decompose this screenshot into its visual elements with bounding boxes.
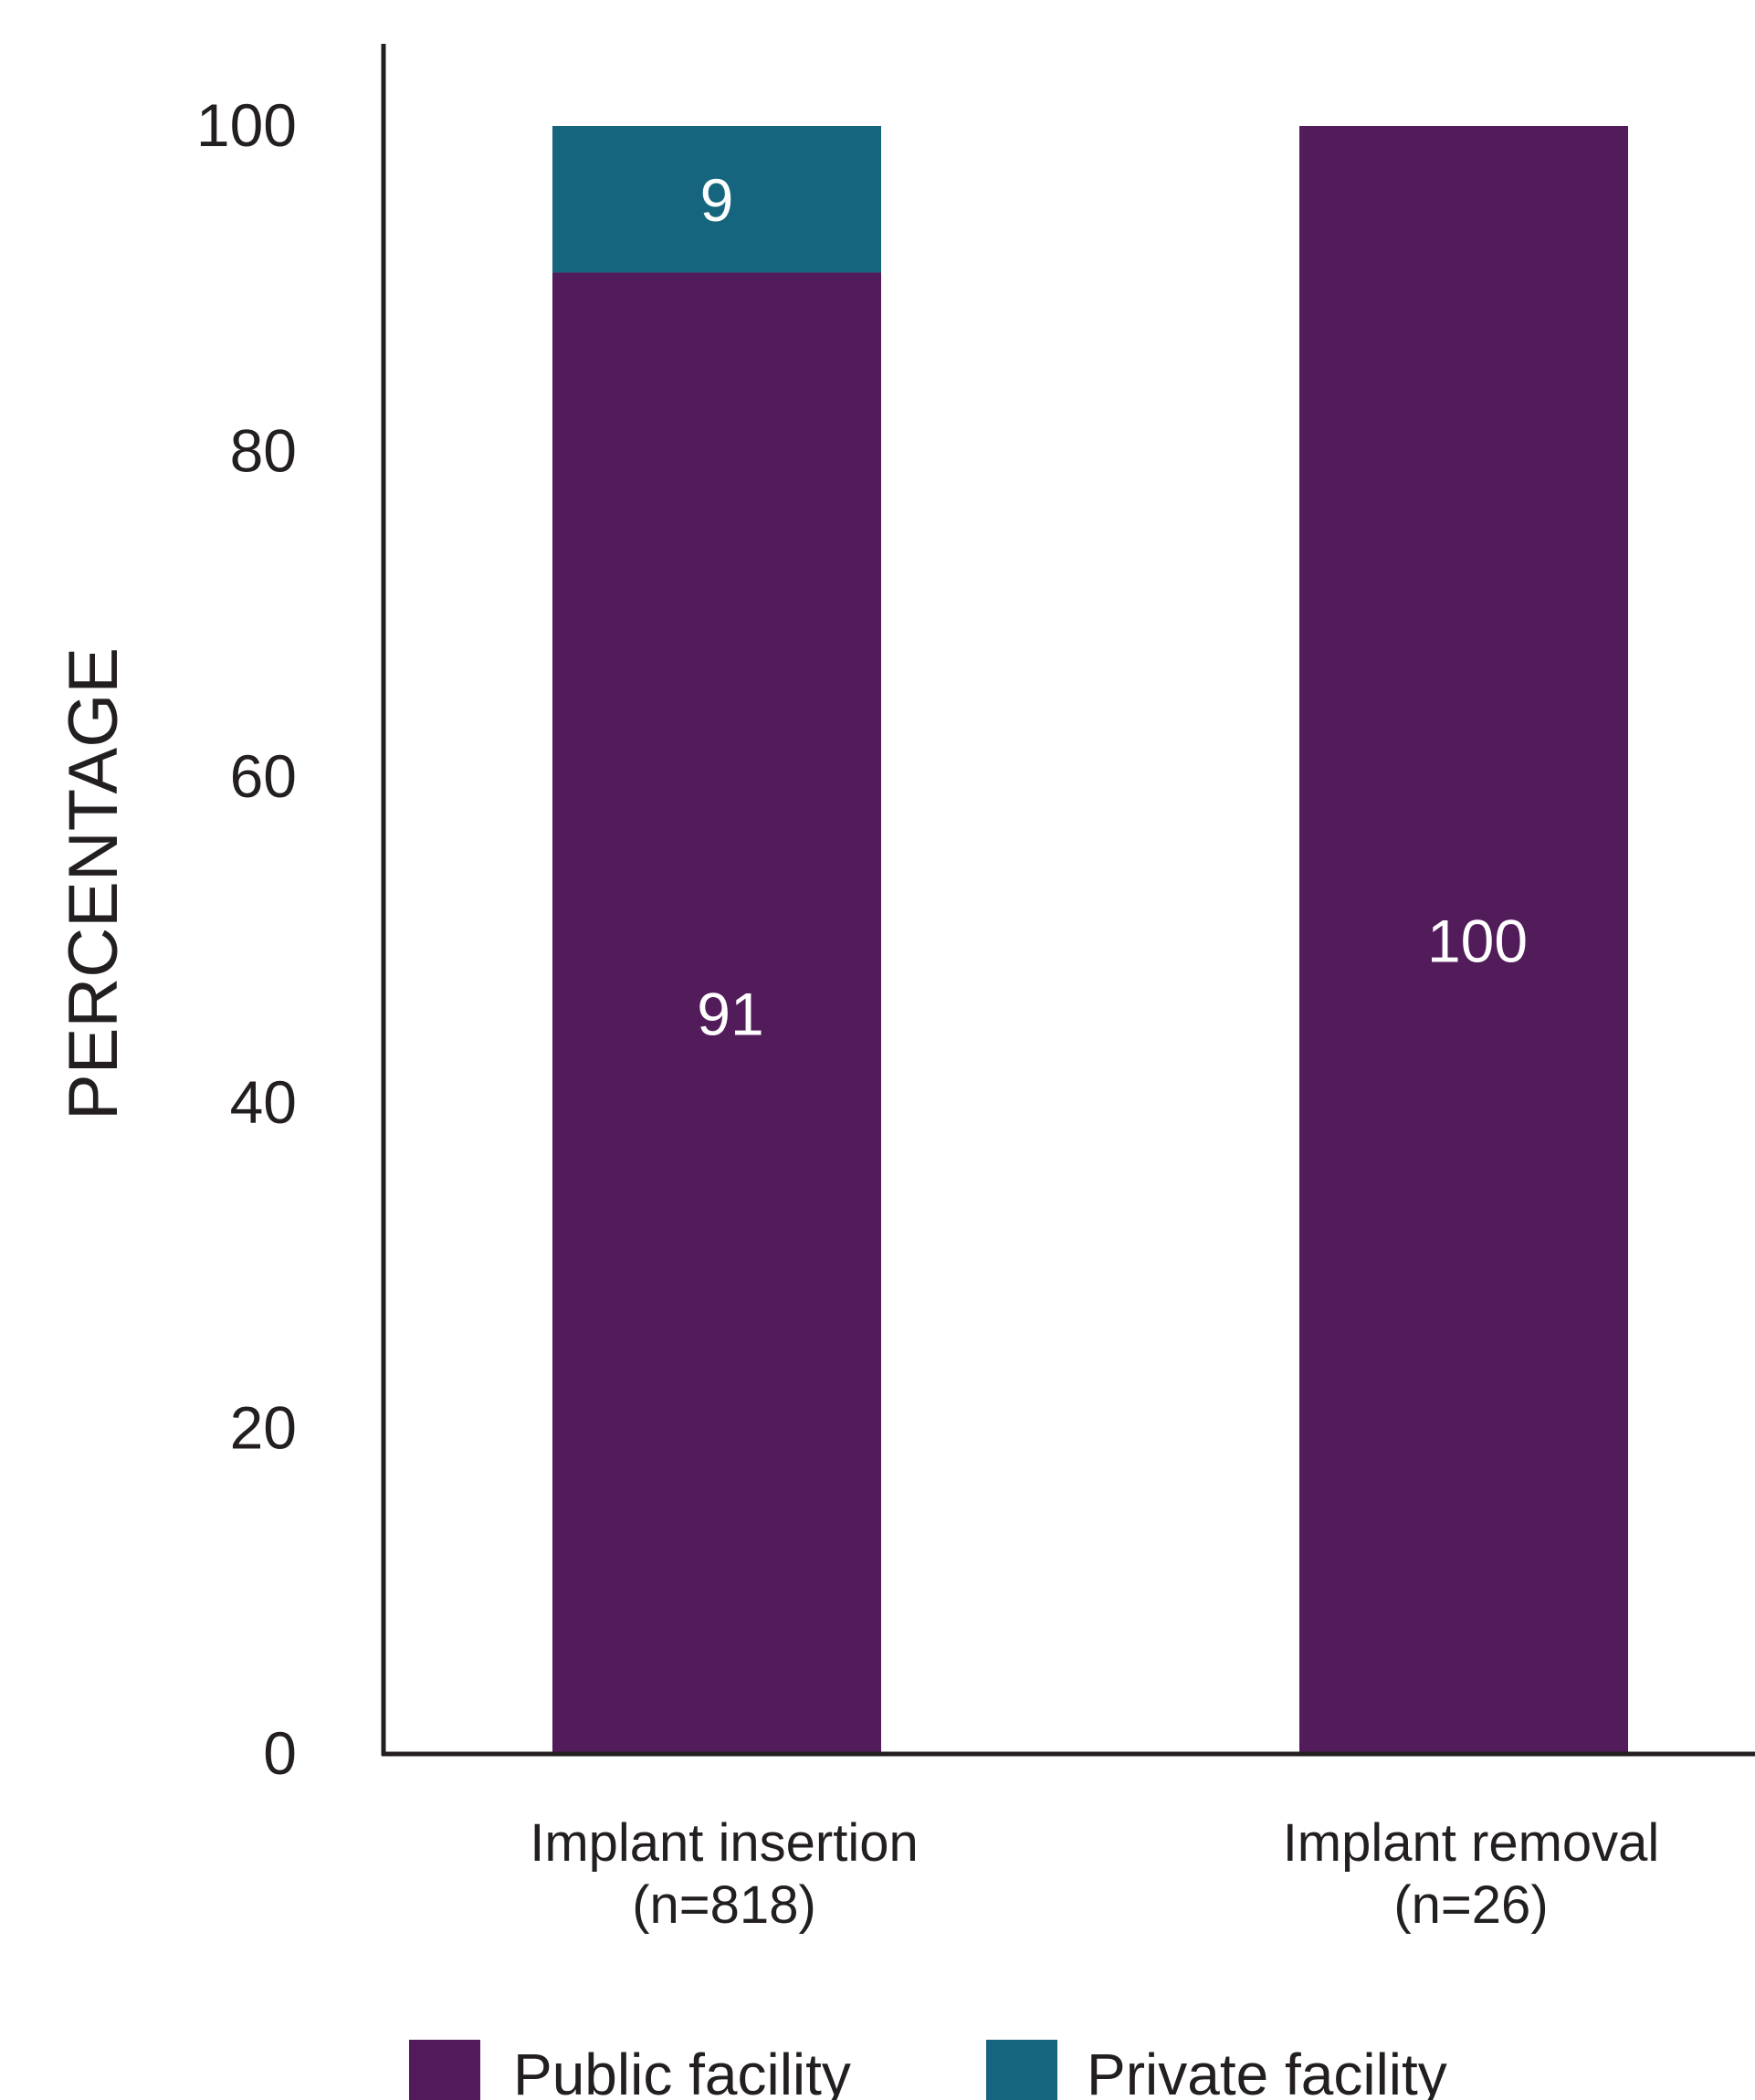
x-category-label: (n=26) (1393, 1875, 1548, 1935)
legend-swatch (986, 2040, 1057, 2100)
y-tick-label: 20 (230, 1393, 297, 1461)
bar-segment-public-facility (1299, 126, 1628, 1754)
data-labels: 91 9 100 (697, 166, 1528, 1048)
y-tick-label: 60 (230, 742, 297, 810)
y-tick-label: 80 (230, 417, 297, 485)
y-axis-title: PERCENTAGE (55, 647, 132, 1120)
x-category-label: (n=818) (632, 1875, 816, 1935)
legend: Public facility Private facility (409, 2040, 1447, 2100)
y-tick-label: 100 (196, 91, 297, 159)
y-tick-label: 0 (263, 1719, 297, 1787)
x-axis-category-labels: Implant insertion(n=818) Implant removal(… (530, 1813, 1659, 1935)
y-axis-ticks: 0 20 40 60 80 100 (196, 91, 297, 1787)
y-tick-label: 40 (230, 1068, 297, 1136)
bars (552, 126, 1628, 1755)
x-category-label: Implant removal (1283, 1813, 1660, 1873)
data-label: 91 (697, 981, 763, 1048)
bar-segment-private-facility (552, 126, 881, 273)
data-label: 100 (1427, 908, 1528, 975)
legend-swatch (409, 2040, 480, 2100)
data-label: 9 (700, 166, 734, 234)
bar-segment-public-facility (552, 272, 881, 1755)
legend-label: Private facility (1087, 2042, 1447, 2100)
x-category-label: Implant insertion (530, 1813, 919, 1873)
legend-label: Public facility (513, 2042, 851, 2100)
